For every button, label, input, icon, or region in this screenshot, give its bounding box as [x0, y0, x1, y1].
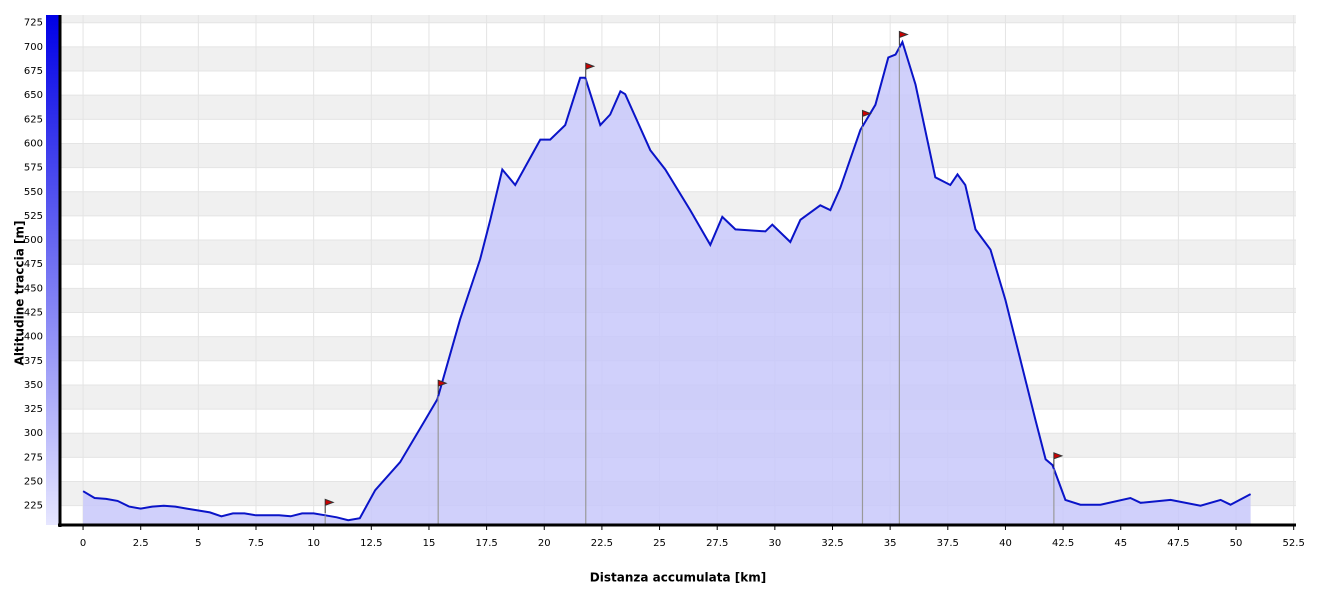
grid-band — [60, 46, 1296, 72]
waypoint-icon — [437, 379, 448, 395]
x-tick-label: 40 — [999, 538, 1012, 549]
y-tick-label: 650 — [24, 90, 43, 101]
waypoint-icon — [1053, 452, 1064, 467]
waypoint-icon — [898, 30, 909, 46]
x-tick-label: 12.5 — [360, 538, 382, 549]
waypoint-icon — [324, 498, 335, 514]
y-tick-label: 475 — [24, 259, 43, 270]
x-tick-label: 45 — [1114, 538, 1127, 549]
x-tick-label: 17.5 — [475, 538, 497, 549]
elevation-area — [83, 42, 1251, 525]
x-tick-label: 27.5 — [706, 538, 728, 549]
x-tick-label: 2.5 — [133, 538, 149, 549]
x-tick-label: 10 — [307, 538, 320, 549]
grid-band — [60, 95, 1296, 120]
x-tick-label: 5 — [195, 538, 201, 549]
x-tick-label: 35 — [884, 538, 897, 549]
y-tick-label: 425 — [24, 308, 43, 319]
x-tick-label: 20 — [538, 538, 551, 549]
y-tick-label: 225 — [24, 501, 43, 512]
y-tick-label: 400 — [24, 332, 43, 343]
x-tick-label: 52.5 — [1283, 538, 1305, 549]
y-tick-label: 300 — [24, 428, 43, 439]
waypoint-icon — [585, 62, 596, 78]
grid-band — [60, 15, 1296, 23]
y-tick-label: 350 — [24, 380, 43, 391]
y-tick-label: 275 — [24, 452, 43, 463]
axis-gradient — [46, 15, 60, 525]
x-tick-label: 15 — [423, 538, 436, 549]
waypoint-icon — [861, 109, 872, 125]
y-tick-label: 700 — [24, 42, 43, 53]
x-tick-label: 0 — [80, 538, 86, 549]
y-tick-label: 500 — [24, 235, 43, 246]
x-tick-label: 30 — [768, 538, 781, 549]
y-tick-label: 675 — [24, 66, 43, 77]
y-tick-label: 575 — [24, 163, 43, 174]
x-tick-label: 7.5 — [248, 538, 264, 549]
elevation-line — [82, 39, 1252, 522]
x-tick-label: 22.5 — [591, 538, 613, 549]
x-tick-label: 42.5 — [1052, 538, 1074, 549]
y-tick-label: 725 — [24, 18, 43, 29]
y-tick-label: 600 — [24, 138, 43, 149]
x-axis-label: Distanza accumulata [km] — [590, 571, 766, 585]
x-tick-label: 32.5 — [821, 538, 843, 549]
y-tick-label: 550 — [24, 187, 43, 198]
y-tick-label: 525 — [24, 211, 43, 222]
y-tick-label: 625 — [24, 114, 43, 125]
y-tick-label: 325 — [24, 404, 43, 415]
y-tick-label: 450 — [24, 283, 43, 294]
x-tick-label: 47.5 — [1167, 538, 1189, 549]
grid-band — [60, 143, 1296, 168]
x-tick-label: 37.5 — [937, 538, 959, 549]
y-axis-label: Altitudine traccia [m] — [13, 221, 27, 366]
y-tick-label: 375 — [24, 356, 43, 367]
x-tick-label: 25 — [653, 538, 666, 549]
x-tick-label: 50 — [1230, 538, 1243, 549]
y-tick-label: 250 — [24, 477, 43, 488]
